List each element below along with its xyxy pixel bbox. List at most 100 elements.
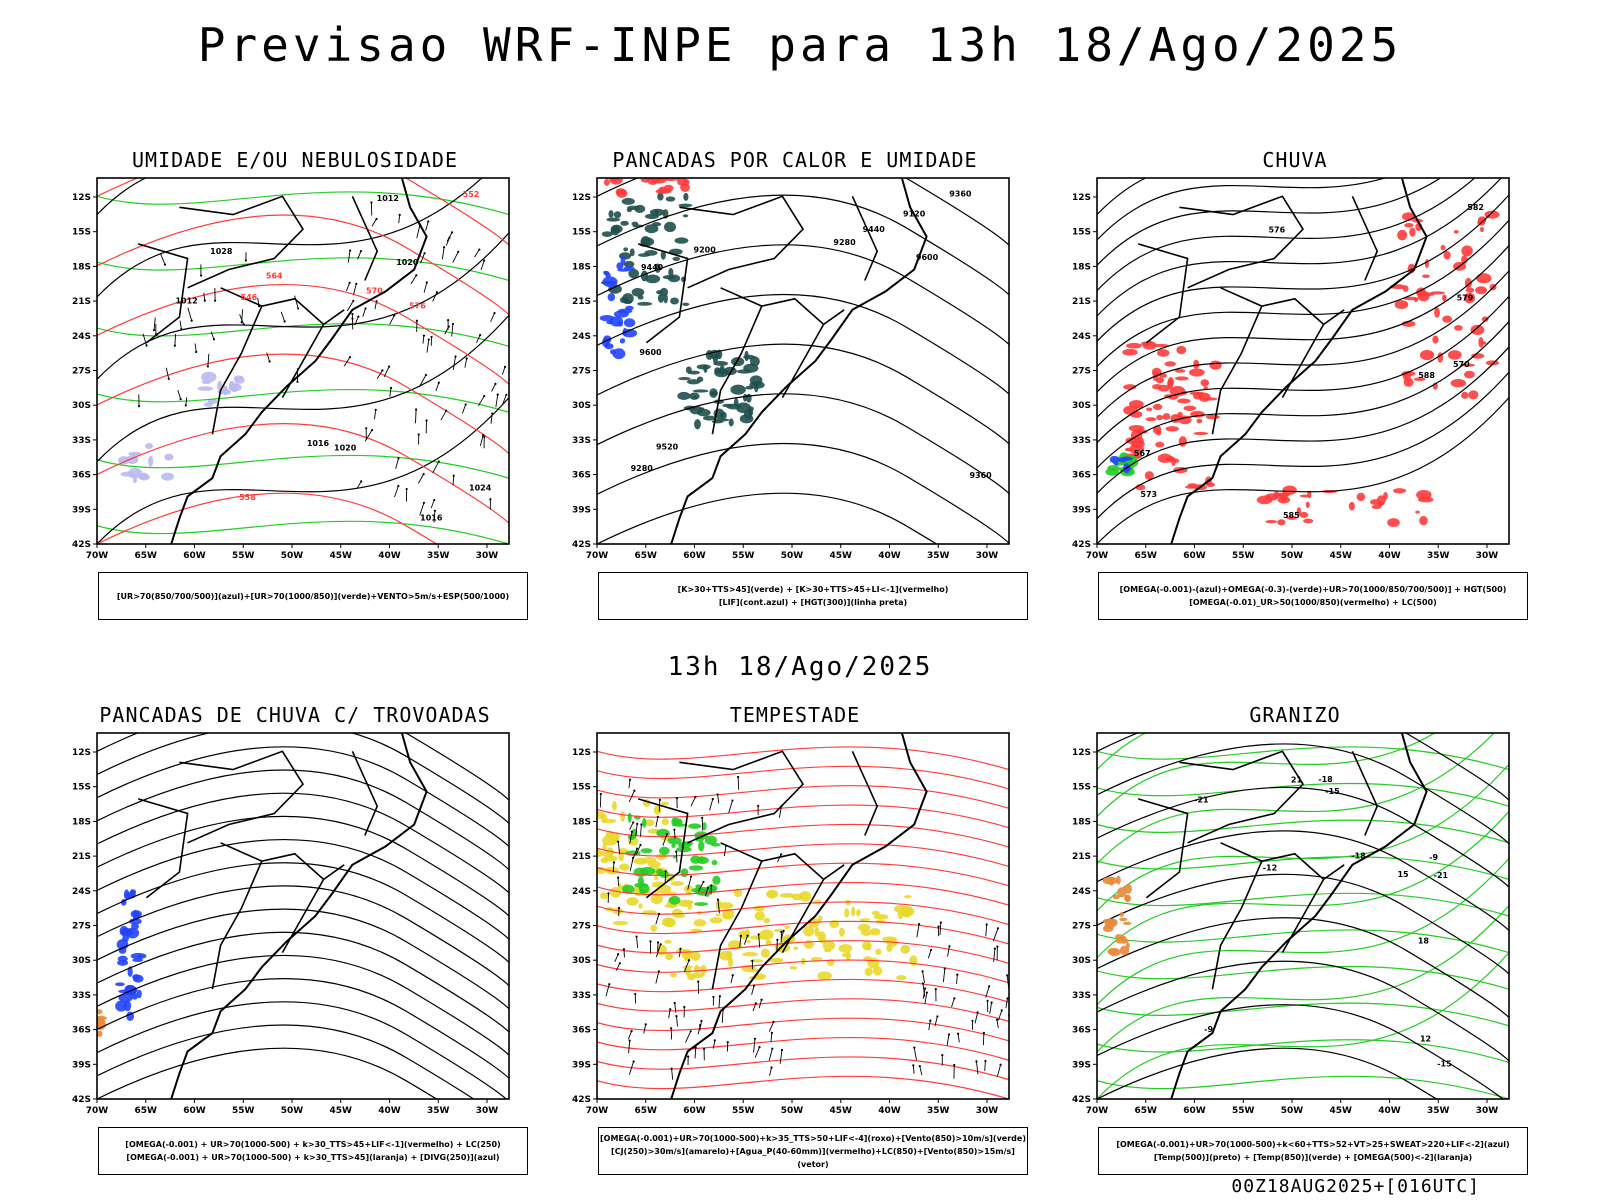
jet-area [873,914,889,920]
wind-vector-head [190,319,193,322]
rain-area [1162,413,1171,420]
legend-tempestade: [OMEGA(-0.001)+UR>70(1000-500)+k>35_TTS>… [598,1127,1028,1175]
wind-vector-head [770,1066,773,1069]
jet-area [845,951,851,961]
thunderstorm-area [115,982,125,987]
contour-line [97,733,509,807]
omega-area [1109,455,1119,464]
wind-vector [353,283,357,295]
wind-vector-head [999,1063,1002,1066]
wind-vector-head [445,409,448,412]
instability-area [603,178,610,186]
map-field-layer [1097,178,1509,544]
lon-tick-label: 55W [732,551,755,561]
wind-vector-head [430,335,433,339]
contour-line [1097,346,1509,494]
panel-title-pancadas-calor: PANCADAS POR CALOR E UMIDADE [612,148,978,172]
lon-tick-label: 40W [878,551,901,561]
lat-tick-label: 24S [1072,332,1091,342]
humidity-area [138,473,150,481]
contour-line [1097,856,1509,880]
convective-area [601,231,613,237]
lon-tick-label: 70W [1086,1106,1109,1116]
rain-area [1264,493,1279,501]
wind-vector [685,1031,692,1043]
panel-title-umidade: UMIDADE E/OU NEBULOSIDADE [131,148,459,172]
jet-area [894,905,908,913]
lat-tick-label: 30S [572,956,591,966]
jet-area [655,853,667,860]
wind-vector-head [912,1064,915,1067]
lat-tick-label: 12S [572,748,591,758]
country-border [851,195,879,281]
wind-vector [676,1016,678,1027]
omega-500-area [1115,933,1123,940]
convective-area [683,192,689,201]
jet-area [789,966,798,970]
contour-line [1097,219,1509,368]
omega-area [1120,456,1133,461]
lon-tick-label: 50W [281,1106,304,1116]
contour-line [1097,1004,1504,1099]
wind-vector [690,796,696,807]
wind-vector-head [934,987,937,991]
lat-tick-label: 39S [72,505,91,515]
jet-area [661,818,669,826]
convective-area [696,408,711,417]
contour-label: -9 [1204,1025,1213,1034]
wind-vector [418,374,427,387]
jet-area [722,908,735,920]
wind-vector [605,984,610,997]
rain-area [1303,518,1314,524]
jet-area [823,948,832,953]
wind-vector-head [670,1067,673,1070]
rain-area [1475,286,1487,295]
rain-area [1122,348,1138,356]
wind-vector [751,985,755,995]
wind-850-area [673,817,680,827]
wind-vector [383,366,390,378]
contour-label: 573 [1140,490,1157,499]
wind-vector-head [690,875,693,878]
contour-line [1097,270,1509,418]
contour-line [1097,965,1509,990]
storm-area [97,1009,103,1015]
contour-line [597,881,1009,906]
jet-area [725,950,733,960]
wind-vector-head [757,933,760,936]
wind-vector [776,939,778,952]
wind-vector [752,1003,757,1012]
contour-line [1097,952,1509,1099]
convective-area [692,389,709,393]
rain-area [1188,368,1205,377]
lon-tick-label: 70W [86,551,109,561]
country-border [281,324,325,398]
rain-area [1413,297,1419,303]
rain-area [1440,244,1446,251]
legend-line: [Temp(500)](preto) + [Temp(850)](verde) … [1153,1153,1473,1162]
map-frame [1096,177,1510,545]
contour-line [1097,371,1509,520]
omega-500-area [1124,894,1132,903]
humidity-area [234,376,245,384]
contour-line [97,1024,475,1099]
convective-area [686,379,701,385]
thunderstorm-area [123,889,130,900]
coastline [170,178,428,544]
jet-area [856,908,861,917]
convective-area [613,211,622,219]
lon-tick-label: 50W [1281,551,1304,561]
wind-vector-head [639,843,642,847]
wind-vector [998,1010,1003,1021]
rain-area [1144,471,1154,480]
contour-label: 1020 [396,258,419,267]
convective-area [719,411,727,420]
rain-area [1209,360,1222,370]
wind-vector-head [712,995,715,999]
wind-vector-head [180,327,183,331]
contour-line [1097,397,1509,544]
wind-vector-head [348,281,351,284]
instability-area [640,178,650,183]
legend-line: [OMEGA(-0.001) + UR>70(1000-500) + k>30_… [126,1153,500,1162]
